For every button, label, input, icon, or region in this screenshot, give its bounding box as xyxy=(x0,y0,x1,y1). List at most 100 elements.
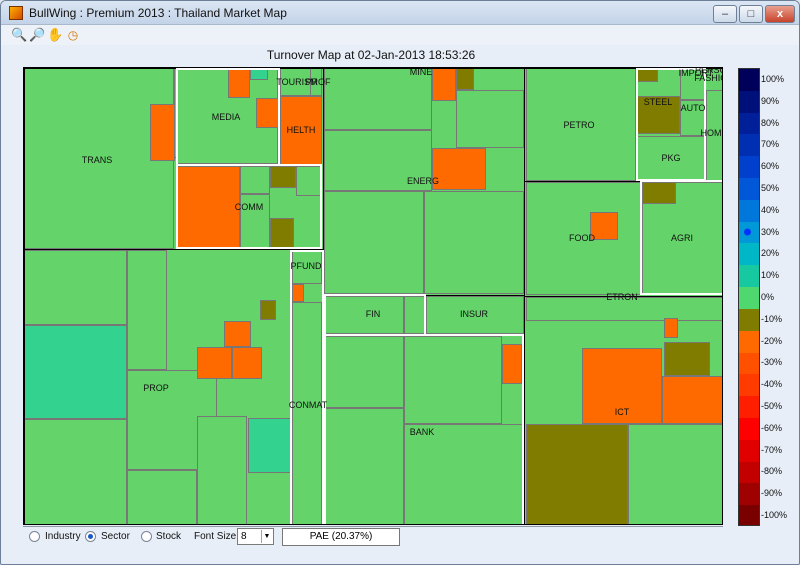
map-cell-comm-1[interactable] xyxy=(240,166,270,194)
map-cell-prop-bottom[interactable] xyxy=(24,419,127,524)
map-cell-ict-olive[interactable] xyxy=(664,342,710,376)
map-cell-comm-5[interactable] xyxy=(240,194,270,249)
map-cell-ict-red[interactable] xyxy=(582,348,662,424)
sector-label-energ: ENERG xyxy=(406,176,440,186)
map-cell-prop-red-1[interactable] xyxy=(224,321,251,347)
legend-tick-label: -40% xyxy=(761,379,783,390)
map-cell-steel[interactable] xyxy=(636,96,680,134)
map-cell-ict-green[interactable] xyxy=(628,424,722,524)
map-cell-ict-olive-2[interactable] xyxy=(526,424,628,524)
close-button[interactable]: x xyxy=(765,5,795,23)
map-cell-comm-2[interactable] xyxy=(270,166,296,188)
sector-label-food: FOOD xyxy=(569,233,595,243)
legend-color-segment xyxy=(739,243,759,266)
map-cell-energ-3[interactable] xyxy=(424,191,524,294)
map-cell-media-red-2[interactable] xyxy=(256,98,280,128)
color-legend xyxy=(738,68,760,526)
subsector-agri xyxy=(640,180,722,295)
map-cell-prop-low-1[interactable] xyxy=(127,470,197,524)
sector-label-fashion: FASHION xyxy=(694,73,722,83)
map-cell-etron[interactable] xyxy=(526,297,722,321)
map-cell-energ-1[interactable] xyxy=(324,130,432,191)
sector-label-fin: FIN xyxy=(365,309,381,319)
subsector-comm xyxy=(176,164,322,249)
legend-color-segment xyxy=(739,178,759,201)
legend-tick-label: -20% xyxy=(761,335,783,346)
map-cell-bank-4[interactable] xyxy=(404,424,524,524)
map-cell-insur[interactable] xyxy=(426,296,524,334)
map-cell-prop-red-2[interactable] xyxy=(197,347,232,379)
legend-tick-label: 80% xyxy=(761,117,780,128)
legend-tick-label: -30% xyxy=(761,357,783,368)
legend-tick-label: 10% xyxy=(761,270,780,281)
map-cell-prop-low-2[interactable] xyxy=(197,416,247,524)
legend-tick-label: 100% xyxy=(761,73,785,84)
map-cell-pfund-red[interactable] xyxy=(292,284,304,302)
chevron-down-icon: ▼ xyxy=(261,530,272,543)
map-cell-comm-red[interactable] xyxy=(176,166,240,249)
stock-radio[interactable] xyxy=(141,531,152,542)
sector-label-bank: BANK xyxy=(409,427,435,437)
legend-color-segment xyxy=(739,352,759,375)
font-size-label: Font Size : xyxy=(194,531,242,542)
legend-color-segment xyxy=(739,396,759,419)
map-cell-mine-1[interactable] xyxy=(324,68,432,130)
window-title: BullWing : Premium 2013 : Thailand Marke… xyxy=(29,6,287,20)
industry-radio[interactable] xyxy=(29,531,40,542)
map-cell-pkg[interactable] xyxy=(636,136,706,181)
map-cell-fin[interactable] xyxy=(324,296,404,334)
map-cell-mine-2[interactable] xyxy=(456,90,524,148)
legend-color-segment xyxy=(739,308,759,331)
map-cell-pfund[interactable] xyxy=(292,250,322,284)
sector-label: Sector xyxy=(101,531,130,542)
map-cell-ict-red-3[interactable] xyxy=(664,318,678,338)
map-cell-prop-red-3[interactable] xyxy=(232,347,262,379)
legend-tick-label: 20% xyxy=(761,248,780,259)
font-size-value: 8 xyxy=(241,531,247,542)
map-cell-comm-4[interactable] xyxy=(270,218,294,249)
toolbar: 🔍 🔎 ✋ ◷ xyxy=(1,25,799,45)
sector-radio[interactable] xyxy=(85,531,96,542)
zoom-out-icon[interactable]: 🔎 xyxy=(29,27,46,42)
plot-title: Turnover Map at 02-Jan-2013 18:53:26 xyxy=(266,48,476,62)
title-bar: BullWing : Premium 2013 : Thailand Marke… xyxy=(1,1,799,25)
map-cell-trans[interactable] xyxy=(24,68,174,249)
legend-tick-label: -100% xyxy=(761,510,788,521)
legend-color-segment xyxy=(739,199,759,222)
sector-boundary-left-lower xyxy=(24,249,324,524)
sector-boundary-tech xyxy=(524,296,722,524)
map-cell-food-red[interactable] xyxy=(590,212,618,240)
legend-tick-label: 70% xyxy=(761,139,780,150)
font-size-select[interactable]: 8 ▼ xyxy=(237,528,274,545)
legend-color-segment xyxy=(739,287,759,310)
legend-tick-label: 0% xyxy=(761,292,775,302)
zoom-in-icon[interactable]: 🔍 xyxy=(11,27,28,42)
sector-label-agri: AGRI xyxy=(670,233,694,243)
map-cell-petro[interactable] xyxy=(526,68,636,181)
market-treemap[interactable]: TRANS MEDIA TOURISM PROF HELTH COMM PROP… xyxy=(23,67,723,525)
minimize-button[interactable]: – xyxy=(713,5,737,23)
clock-refresh-icon[interactable]: ◷ xyxy=(67,28,79,42)
subsector-steel xyxy=(636,68,706,181)
map-cell-bank-red[interactable] xyxy=(502,344,522,384)
map-cell-ict-red-2[interactable] xyxy=(662,376,722,424)
map-cell-bank-2[interactable] xyxy=(404,336,502,424)
legend-color-segment xyxy=(739,90,759,113)
map-cell-energ-red[interactable] xyxy=(432,148,486,190)
legend-tick-label: -80% xyxy=(761,466,783,477)
legend-tick-label: -70% xyxy=(761,444,783,455)
hand-pan-icon[interactable]: ✋ xyxy=(47,27,64,42)
legend-color-segment xyxy=(739,439,759,462)
map-cell-conmat[interactable] xyxy=(292,302,322,524)
map-cell-prop-teal-2[interactable] xyxy=(248,418,292,473)
map-cell-prop-olive[interactable] xyxy=(260,300,276,320)
map-cell-energ-2[interactable] xyxy=(324,191,424,294)
sector-label-steel: STEEL xyxy=(643,97,673,107)
map-cell-prop-mid[interactable] xyxy=(127,250,167,370)
maximize-button[interactable]: □ xyxy=(739,5,763,23)
map-cell-trans-red[interactable] xyxy=(150,104,175,161)
sector-label-etron: ETRON xyxy=(606,292,638,302)
map-cell-agri-olive[interactable] xyxy=(642,182,676,204)
control-panel: Industry Sector Stock Font Size : 8 ▼ PA… xyxy=(23,526,723,546)
